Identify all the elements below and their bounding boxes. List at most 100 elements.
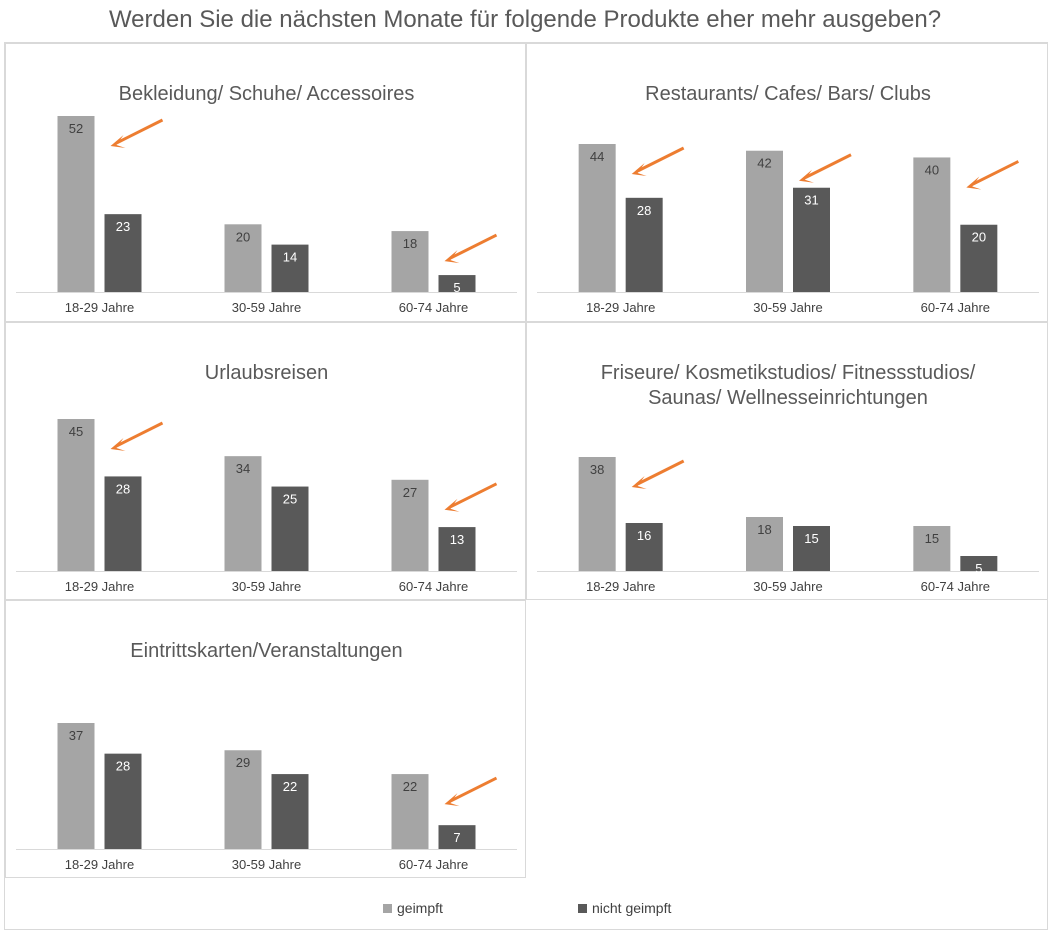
chart-panel-friseure: Friseure/ Kosmetikstudios/ Fitnessstudio… <box>526 322 1048 600</box>
highlight-arrow <box>631 459 685 489</box>
data-label: 20 <box>972 230 986 245</box>
highlight-arrow <box>799 153 852 183</box>
data-label: 29 <box>236 755 250 770</box>
bar-nicht-geimpft-0 <box>625 197 663 292</box>
highlight-arrow <box>110 421 164 451</box>
bar-geimpft-1 <box>746 150 783 292</box>
data-label: 5 <box>453 280 460 295</box>
data-label: 34 <box>236 461 250 476</box>
data-label: 18 <box>757 522 771 537</box>
data-label: 42 <box>757 156 771 171</box>
data-label: 15 <box>804 531 818 546</box>
x-tick-label: 30-59 Jahre <box>753 579 822 594</box>
chart-svg-urlaubsreisen: Urlaubsreisen 45 28 18-29 Jahre 34 25 30-59 Ja… <box>16 362 517 594</box>
highlight-arrow <box>966 160 1020 190</box>
data-label: 44 <box>590 149 604 164</box>
bar-geimpft-2 <box>391 774 429 849</box>
highlight-arrow <box>631 146 685 176</box>
chart-title: Friseure/ Kosmetikstudios/ Fitnessstudio… <box>601 362 976 384</box>
chart-svg-eintrittskarten: Eintrittskarten/Veranstaltungen 37 28 18-29… <box>16 640 517 872</box>
chart-panel-urlaubsreisen: Urlaubsreisen 45 28 18-29 Jahre 34 25 30-59 Ja… <box>5 322 526 600</box>
chart-title: Restaurants/ Cafes/ Bars/ Clubs <box>645 83 931 105</box>
chart-panel-restaurants: Restaurants/ Cafes/ Bars/ Clubs 44 28 18-29… <box>526 43 1048 322</box>
bar-geimpft-2 <box>391 479 429 571</box>
data-label: 31 <box>804 193 818 208</box>
chart-panel-bekleidung: Bekleidung/ Schuhe/ Accessoires 52 23 18-29… <box>5 43 526 322</box>
x-tick-label: 18-29 Jahre <box>65 857 134 872</box>
bar-nicht-geimpft-2 <box>438 825 476 849</box>
bar-nicht-geimpft-2 <box>438 527 476 571</box>
legend-swatch-geimpft <box>383 903 392 913</box>
x-tick-label: 60-74 Jahre <box>399 300 468 315</box>
bar-geimpft-1 <box>224 224 262 292</box>
x-tick-label: 30-59 Jahre <box>232 857 301 872</box>
bar-nicht-geimpft-2 <box>960 224 998 292</box>
highlight-arrow <box>444 482 498 512</box>
x-tick-label: 30-59 Jahre <box>753 300 822 315</box>
x-tick-label: 18-29 Jahre <box>586 579 655 594</box>
bar-geimpft-0 <box>57 116 95 292</box>
data-label: 13 <box>450 532 464 547</box>
bar-geimpft-2 <box>913 526 951 571</box>
data-label: 18 <box>403 236 417 251</box>
bar-nicht-geimpft-1 <box>793 187 830 292</box>
data-label: 23 <box>116 219 130 234</box>
highlight-arrow <box>444 776 498 807</box>
bar-geimpft-0 <box>57 419 95 571</box>
x-tick-label: 60-74 Jahre <box>399 579 468 594</box>
data-label: 22 <box>403 779 417 794</box>
data-label: 38 <box>590 462 604 477</box>
data-label: 28 <box>637 203 651 218</box>
bar-geimpft-0 <box>578 144 616 292</box>
data-label: 28 <box>116 759 130 774</box>
bar-nicht-geimpft-2 <box>960 556 998 571</box>
bar-nicht-geimpft-0 <box>625 523 663 571</box>
data-label: 5 <box>975 561 982 576</box>
chart-title: Urlaubsreisen <box>205 362 328 384</box>
x-tick-label: 30-59 Jahre <box>232 579 301 594</box>
data-label: 28 <box>116 481 130 496</box>
highlight-arrow <box>444 233 498 264</box>
data-label: 52 <box>69 121 83 136</box>
bar-geimpft-0 <box>578 457 616 571</box>
data-label: 15 <box>925 531 939 546</box>
bar-nicht-geimpft-1 <box>271 244 309 292</box>
data-label: 14 <box>283 250 297 265</box>
chart-svg-restaurants: Restaurants/ Cafes/ Bars/ Clubs 44 28 18-29… <box>537 83 1039 315</box>
bar-geimpft-1 <box>224 456 262 571</box>
x-tick-label: 60-74 Jahre <box>399 857 468 872</box>
legend-label-nicht-geimpft: nicht geimpft <box>592 900 672 916</box>
chart-title: Bekleidung/ Schuhe/ Accessoires <box>119 83 415 105</box>
data-label: 37 <box>69 728 83 743</box>
legend-item-geimpft: geimpft <box>383 900 443 916</box>
chart-title: Eintrittskarten/Veranstaltungen <box>130 640 402 662</box>
data-label: 22 <box>283 779 297 794</box>
bar-nicht-geimpft-1 <box>793 526 830 571</box>
legend-item-nicht-geimpft: nicht geimpft <box>578 900 671 916</box>
bar-nicht-geimpft-0 <box>104 753 142 849</box>
data-label: 16 <box>637 528 651 543</box>
legend-label-geimpft: geimpft <box>397 900 443 916</box>
bar-geimpft-0 <box>57 723 95 849</box>
data-label: 27 <box>403 485 417 500</box>
x-tick-label: 60-74 Jahre <box>921 579 990 594</box>
chart-title: Saunas/ Wellnesseinrichtungen <box>648 387 928 409</box>
bar-geimpft-2 <box>391 231 429 292</box>
data-label: 45 <box>69 424 83 439</box>
chart-svg-bekleidung: Bekleidung/ Schuhe/ Accessoires 52 23 18-29… <box>16 83 517 315</box>
x-tick-label: 60-74 Jahre <box>921 300 990 315</box>
main-title: Werden Sie die nächsten Monate für folge… <box>108 6 942 33</box>
x-tick-label: 18-29 Jahre <box>65 579 134 594</box>
bar-nicht-geimpft-0 <box>104 214 142 292</box>
bar-geimpft-2 <box>913 157 951 292</box>
bar-nicht-geimpft-1 <box>271 774 309 849</box>
x-tick-label: 18-29 Jahre <box>65 300 134 315</box>
data-label: 40 <box>925 162 939 177</box>
x-tick-label: 18-29 Jahre <box>586 300 655 315</box>
legend-swatch-nicht-geimpft <box>578 903 587 913</box>
legend: geimpft nicht geimpft <box>0 900 1050 920</box>
bar-geimpft-1 <box>746 517 783 571</box>
data-label: 7 <box>453 830 460 845</box>
data-label: 25 <box>283 492 297 507</box>
chart-svg-friseure: Friseure/ Kosmetikstudios/ Fitnessstudio… <box>537 362 1039 594</box>
